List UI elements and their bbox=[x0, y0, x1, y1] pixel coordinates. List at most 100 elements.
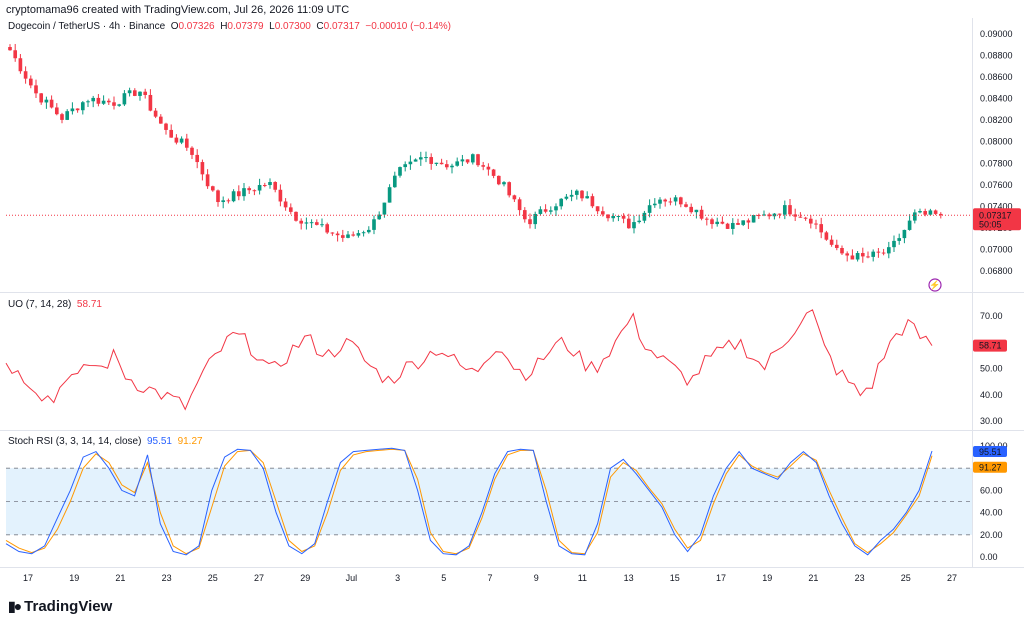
candle-body bbox=[257, 185, 262, 191]
candle-body bbox=[13, 50, 18, 59]
time-tick-label: 19 bbox=[762, 573, 772, 583]
uo-badge-label: 58.71 bbox=[979, 341, 1002, 351]
candle-body bbox=[892, 240, 896, 248]
candle-body bbox=[548, 210, 553, 212]
candle-body bbox=[746, 220, 751, 223]
candle-body bbox=[684, 204, 688, 207]
candle-body bbox=[39, 93, 44, 103]
candle-body bbox=[403, 164, 408, 168]
tradingview-logo[interactable]: ▮● TradingView bbox=[8, 598, 112, 615]
candle-body bbox=[600, 211, 605, 215]
candle-body bbox=[418, 157, 423, 160]
candle-body bbox=[226, 200, 231, 202]
time-tick-label: 13 bbox=[624, 573, 634, 583]
candle-body bbox=[704, 218, 709, 220]
candle-body bbox=[184, 138, 189, 148]
brand-name: TradingView bbox=[24, 598, 113, 615]
candle-body bbox=[18, 58, 23, 72]
uo-legend[interactable]: UO (7, 14, 28) 58.71 bbox=[8, 299, 102, 310]
candle-body bbox=[502, 182, 506, 185]
candle-body bbox=[465, 159, 470, 163]
stoch-name: Stoch RSI (3, 3, 14, 14, close) bbox=[8, 436, 142, 447]
candle-body bbox=[190, 147, 194, 155]
candle-body bbox=[299, 220, 304, 224]
uo-value: 58.71 bbox=[76, 299, 102, 310]
candle-body bbox=[325, 224, 330, 233]
candle-body bbox=[881, 252, 886, 254]
candle-body bbox=[195, 154, 200, 163]
candle-body bbox=[138, 91, 142, 96]
candle-body bbox=[736, 222, 740, 225]
uo-tick-label: 50.00 bbox=[980, 364, 1003, 374]
candle-body bbox=[496, 175, 501, 185]
candle-body bbox=[455, 161, 460, 166]
stoch-tick-label: 20.00 bbox=[980, 530, 1003, 540]
candle-body bbox=[595, 206, 600, 212]
candle-body bbox=[351, 234, 356, 236]
candle-body bbox=[278, 189, 283, 202]
candle-body bbox=[262, 185, 267, 187]
price-tick-label: 0.07800 bbox=[980, 158, 1013, 168]
candle-body bbox=[559, 198, 564, 207]
candle-body bbox=[481, 165, 486, 167]
stoch-k-badge bbox=[973, 445, 1007, 457]
candle-body bbox=[28, 78, 33, 86]
low-label: L bbox=[269, 21, 275, 32]
close-value: 0.07317 bbox=[323, 21, 360, 32]
candle-body bbox=[834, 244, 839, 249]
candle-body bbox=[590, 196, 595, 207]
price-tick-label: 0.08200 bbox=[980, 115, 1013, 125]
candle-body bbox=[221, 200, 226, 203]
candle-body bbox=[75, 108, 80, 111]
candle-body bbox=[65, 111, 70, 120]
candle-body bbox=[808, 218, 813, 224]
time-tick-label: 11 bbox=[578, 573, 587, 583]
time-tick-label: 17 bbox=[716, 573, 726, 583]
candle-body bbox=[174, 137, 179, 143]
candle-body bbox=[554, 206, 558, 211]
candle-body bbox=[652, 203, 657, 206]
candle-body bbox=[288, 207, 293, 212]
candle-body bbox=[91, 97, 96, 102]
candle-body bbox=[377, 214, 382, 220]
candle-body bbox=[382, 202, 387, 215]
candle-body bbox=[273, 182, 278, 190]
candle-body bbox=[632, 222, 636, 229]
candle-body bbox=[647, 205, 652, 213]
candle-body bbox=[673, 197, 678, 202]
candle-body bbox=[387, 187, 392, 203]
time-tick-label: 23 bbox=[162, 573, 172, 583]
stoch-tick-label: 60.00 bbox=[980, 485, 1003, 495]
time-tick-label: 25 bbox=[901, 573, 911, 583]
time-tick-label: 21 bbox=[115, 573, 125, 583]
price-tick-label: 0.08000 bbox=[980, 137, 1013, 147]
candle-body bbox=[470, 154, 475, 163]
stoch-legend[interactable]: Stoch RSI (3, 3, 14, 14, close) 95.51 91… bbox=[8, 436, 203, 447]
candle-body bbox=[626, 218, 631, 229]
candle-body bbox=[335, 233, 340, 236]
price-tick-label: 0.08600 bbox=[980, 72, 1013, 82]
time-tick-label: Jul bbox=[346, 573, 358, 583]
candle-body bbox=[340, 235, 345, 238]
candle-body bbox=[762, 214, 766, 216]
price-tick-label: 0.07400 bbox=[980, 201, 1013, 211]
candle-body bbox=[283, 201, 288, 208]
candle-body bbox=[247, 188, 252, 191]
candle-body bbox=[210, 186, 215, 191]
stoch-tick-label: 0.00 bbox=[980, 552, 998, 562]
time-tick-label: 21 bbox=[808, 573, 818, 583]
candle-body bbox=[637, 220, 642, 223]
candle-body bbox=[200, 162, 205, 175]
candle-body bbox=[346, 234, 350, 238]
candle-body bbox=[658, 199, 662, 204]
candle-body bbox=[164, 123, 168, 130]
candle-body bbox=[23, 71, 28, 79]
candle-body bbox=[268, 182, 272, 186]
candle-body bbox=[918, 211, 922, 213]
candle-body bbox=[642, 212, 647, 221]
stoch-k-line bbox=[5, 447, 933, 556]
candle-body bbox=[938, 213, 943, 216]
price-legend[interactable]: Dogecoin / TetherUS · 4h · Binance O0.07… bbox=[8, 21, 451, 32]
candle-body bbox=[434, 162, 439, 164]
